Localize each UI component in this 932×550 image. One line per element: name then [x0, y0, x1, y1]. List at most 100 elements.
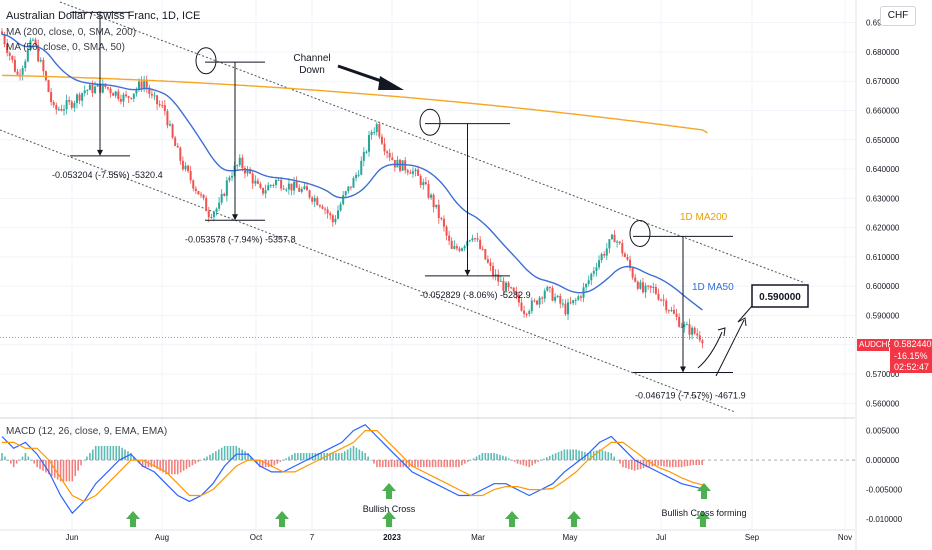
candle-body: [24, 61, 27, 69]
macd-histogram-bar: [551, 454, 554, 461]
macd-histogram-bar: [258, 460, 261, 468]
macd-histogram-bar: [176, 460, 179, 475]
candle-body: [6, 44, 9, 53]
candle-body: [378, 124, 381, 137]
macd-histogram-bar: [528, 460, 531, 468]
measure-2-label: -0.053578 (-7.94%) -5357.8: [185, 234, 296, 244]
candle-body: [386, 151, 389, 153]
candle-body: [538, 297, 541, 305]
currency-button[interactable]: CHF: [880, 6, 916, 26]
candle-body: [517, 294, 520, 303]
macd-histogram-bar: [543, 458, 545, 461]
macd-histogram-bar: [390, 460, 393, 468]
macd-histogram-bar: [689, 460, 692, 466]
candle-body: [577, 296, 580, 300]
macd-histogram-bar: [628, 460, 630, 469]
macd-histogram-bar: [24, 453, 27, 461]
candle-body: [293, 181, 296, 191]
macd-histogram-bar: [109, 445, 112, 461]
candle-body: [218, 202, 221, 209]
candle-body: [541, 297, 544, 299]
price-tick-label: 0.570000: [866, 370, 900, 379]
macd-histogram-bar: [671, 460, 674, 468]
price-tick-label: 0.660000: [866, 106, 900, 115]
macd-histogram-bar: [458, 460, 460, 468]
candle-body: [437, 204, 440, 219]
candle-body: [223, 193, 226, 196]
top-circle-1: [195, 47, 217, 75]
macd-histogram-bar: [581, 451, 583, 461]
measure-3-arrow-head: [464, 269, 471, 276]
candle-body: [205, 198, 208, 212]
candle-body: [543, 290, 546, 299]
macd-histogram-bar: [346, 449, 349, 461]
candle-body: [463, 246, 466, 249]
macd-histogram-bar: [472, 458, 475, 461]
candle-body: [476, 238, 479, 240]
candle-body: [197, 190, 200, 195]
macd-histogram-bar: [4, 456, 6, 461]
ma50-legend[interactable]: MA (50, close, 0, SMA, 50): [6, 42, 125, 53]
macd-histogram-bar: [285, 458, 287, 461]
macd-legend[interactable]: MACD (12, 26, close, 9, EMA, EMA): [6, 426, 168, 437]
ma200-legend[interactable]: MA (200, close, 0, SMA, 200): [6, 27, 137, 38]
candle-body: [52, 101, 55, 106]
candle-body: [300, 188, 303, 192]
macd-histogram-bar: [335, 453, 337, 461]
macd-histogram-bar: [352, 445, 355, 461]
candle-body: [567, 302, 570, 315]
candle-body: [88, 84, 91, 90]
macd-histogram-bar: [625, 460, 627, 469]
ma50-label: 1D MA50: [692, 282, 734, 293]
macd-histogram-bar: [686, 460, 689, 467]
macd-histogram-bar: [484, 453, 487, 461]
macd-histogram-bar: [317, 453, 320, 461]
candle-body: [91, 84, 94, 93]
candle-body: [135, 89, 138, 94]
bullish-cross-arrow-main: [382, 483, 396, 499]
projection-2-head: [737, 317, 747, 327]
candle-body: [143, 81, 146, 89]
candle-body: [174, 137, 177, 147]
macd-histogram-bar: [557, 451, 560, 461]
macd-histogram-bar: [560, 450, 563, 461]
candle-body: [246, 169, 249, 174]
macd-histogram-bar: [299, 453, 302, 461]
macd-histogram-bar: [367, 456, 369, 461]
macd-histogram-bar: [74, 460, 77, 477]
macd-histogram-bar: [616, 460, 618, 461]
channel-arrow-head: [378, 76, 404, 90]
candle-body: [352, 178, 355, 188]
time-tick-label: 7: [310, 533, 315, 542]
price-tick-label: 0.650000: [866, 136, 900, 145]
macd-line: [1, 423, 706, 515]
price-tick-label: 0.670000: [866, 77, 900, 86]
macd-histogram-bar: [695, 460, 698, 466]
bullish-cross-label: Bullish Cross: [363, 504, 416, 514]
candle-body: [536, 300, 539, 305]
candle-body: [168, 124, 171, 126]
macd-histogram-bar: [505, 456, 507, 461]
candle-body: [298, 187, 301, 192]
channel-lower: [0, 129, 736, 413]
macd-histogram-bar: [83, 460, 85, 461]
macd-histogram-bar: [288, 456, 290, 461]
candle-body: [57, 109, 60, 111]
candle-body: [401, 160, 404, 171]
macd-histogram-bar: [370, 460, 372, 461]
candle-body: [688, 324, 691, 335]
price-tick-label: 0.680000: [866, 48, 900, 57]
candle-body: [587, 280, 590, 284]
candle-body: [605, 248, 608, 256]
macd-histogram-bar: [320, 453, 323, 461]
macd-histogram-bar: [384, 460, 387, 468]
candle-body: [254, 180, 257, 184]
candle-body: [220, 193, 223, 203]
candle-body: [458, 248, 461, 251]
candle-body: [280, 179, 283, 189]
candle-body: [486, 259, 489, 263]
macd-histogram-bar: [15, 460, 18, 464]
axes: 0.6900000.6800000.6700000.6600000.650000…: [0, 0, 903, 550]
candle-body: [285, 189, 288, 191]
